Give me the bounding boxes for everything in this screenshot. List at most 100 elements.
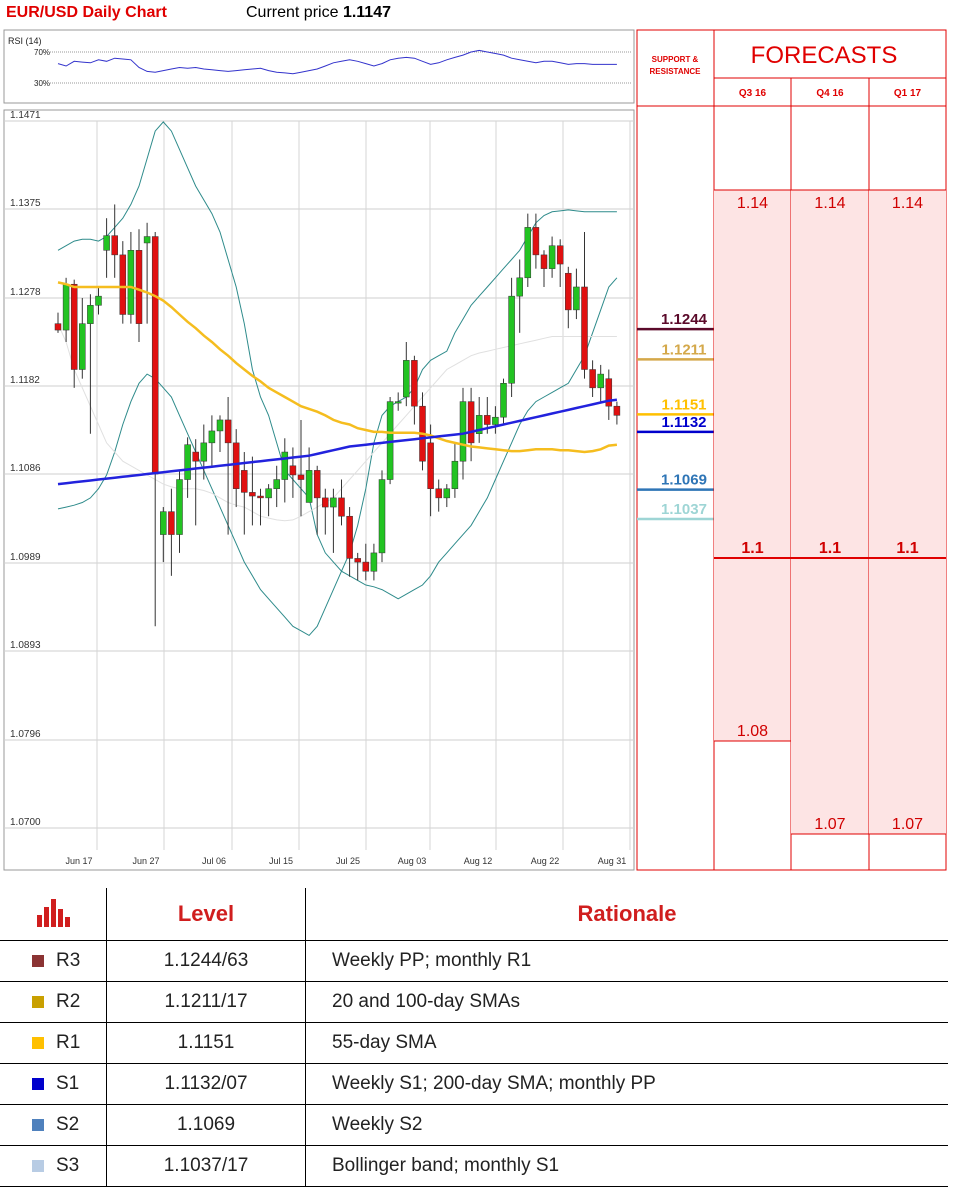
level-color-swatch [32, 995, 44, 1008]
level-value: 1.1151 [106, 1022, 306, 1064]
candle-body [548, 245, 556, 269]
forecast-columns: Q3 16 1.14 1.1 1.08 Q4 16 1.14 1.1 1.07 Q1 17 1.1… [714, 78, 946, 870]
level-name: S2 [56, 1113, 80, 1135]
level-color-swatch [32, 1036, 44, 1049]
level-name-cell: S1 [0, 1063, 107, 1105]
candle-body [62, 283, 70, 331]
sr-level-label: 1.1151 [661, 396, 706, 413]
forecast-mid-value: 1.1 [741, 540, 763, 557]
x-tick-label: Aug 03 [398, 856, 427, 866]
candle-body [265, 488, 272, 499]
y-tick-label: 1.0700 [10, 817, 41, 828]
level-color-swatch [32, 1077, 44, 1090]
forecast-low-value: 1.07 [892, 816, 923, 833]
level-color-swatch [32, 1159, 44, 1172]
y-tick-label: 1.1375 [10, 198, 41, 209]
candle-body [184, 444, 191, 480]
bollinger-lower [57, 209, 617, 637]
bar-chart-icon-cell [0, 888, 107, 941]
sr-level-label: 1.1211 [661, 341, 706, 358]
axis-ticks: 1.1471 1.1375 1.1278 1.1182 1.1086 1.0989 1.08… [10, 110, 626, 866]
candle-body [168, 511, 175, 535]
candle-body [313, 470, 321, 499]
forecasts-title: FORECASTS [751, 42, 898, 69]
candle-body [492, 416, 499, 425]
x-tick-label: Jun 17 [65, 856, 92, 866]
candle-body [459, 401, 467, 462]
candle-body [241, 470, 248, 493]
price-value: 1.1147 [342, 4, 391, 21]
candle-body [70, 283, 78, 370]
level-color-swatch [32, 954, 44, 967]
y-tick-label: 1.1278 [10, 287, 41, 298]
sr-label-1: SUPPORT & [652, 55, 699, 64]
sr-level-label: 1.1069 [661, 472, 707, 489]
forecast-mid-value: 1.1 [896, 540, 918, 557]
candle-body [54, 323, 62, 331]
candle-body [556, 245, 564, 265]
candle-body [605, 378, 613, 407]
forecast-range-band [869, 190, 946, 834]
sr-level-label: 1.1244 [661, 311, 708, 328]
level-name-cell: S3 [0, 1145, 107, 1187]
chart-area: RSI (14) 70% 30% 1.1471 1.1375 1.1278 1.118… [3, 29, 947, 871]
level-name: S1 [56, 1072, 80, 1094]
candle-body [103, 235, 110, 251]
rsi-label: RSI (14) [8, 36, 42, 46]
candle-body [589, 369, 596, 389]
level-name-cell: S2 [0, 1104, 107, 1146]
forecast-mid-value: 1.1 [819, 540, 841, 557]
forecast-col-header: Q4 16 [816, 88, 844, 99]
level-value: 1.1069 [106, 1104, 306, 1146]
candle-body [565, 272, 572, 311]
candle-body [354, 558, 361, 563]
level-rationale: 55-day SMA [305, 1022, 948, 1064]
candle-body [216, 419, 224, 432]
level-color-swatch [32, 1118, 44, 1131]
level-row: R2 1.1211/17 20 and 100-day SMAs [0, 981, 948, 1023]
candle-body [273, 479, 280, 489]
candle-body [95, 295, 102, 306]
candle-body [200, 442, 208, 462]
candle-body [475, 415, 483, 434]
levels-table-body: R3 1.1244/63 Weekly PP; monthly R1 R2 1.1211… [0, 940, 948, 1187]
candle-body [516, 277, 523, 297]
grid [4, 120, 634, 850]
x-tick-label: Aug 31 [598, 856, 627, 866]
y-tick-label: 1.0989 [10, 552, 41, 563]
candle-body [111, 235, 118, 256]
y-tick-label: 1.0796 [10, 729, 41, 740]
forecast-high-value: 1.14 [814, 195, 845, 212]
x-tick-label: Aug 22 [531, 856, 560, 866]
sma-20-line [57, 323, 617, 522]
candle-body [411, 360, 418, 407]
candle-body [581, 286, 588, 370]
candle-body [289, 465, 297, 476]
candle-body [451, 460, 459, 489]
sma-55-line [57, 281, 618, 454]
level-row: S1 1.1132/07 Weekly S1; 200-day SMA; month… [0, 1063, 948, 1105]
candle-body [500, 383, 507, 418]
y-tick-label: 1.1086 [10, 463, 41, 474]
candle-body [249, 492, 256, 497]
levels-table-header: Level Rationale [0, 888, 948, 941]
x-tick-label: Jul 25 [336, 856, 360, 866]
candle-body [176, 479, 183, 535]
sr-label-2: RESISTANCE [650, 67, 702, 76]
candle-body [127, 250, 135, 315]
candle-body [435, 488, 442, 499]
forecast-range-band [714, 190, 791, 741]
candle-body [403, 360, 410, 398]
candle-body [297, 474, 305, 480]
forecast-range-band [791, 190, 869, 834]
candle-body [281, 451, 289, 480]
rsi-line [57, 49, 617, 75]
x-tick-label: Jun 27 [132, 856, 159, 866]
y-tick-label: 1.1471 [10, 110, 41, 121]
candle-body [484, 415, 491, 425]
candle-body [394, 401, 402, 404]
sr-level-label: 1.1037 [661, 501, 707, 518]
candle-body [532, 227, 540, 256]
candle-body [151, 236, 159, 475]
level-rationale: 20 and 100-day SMAs [305, 981, 948, 1023]
